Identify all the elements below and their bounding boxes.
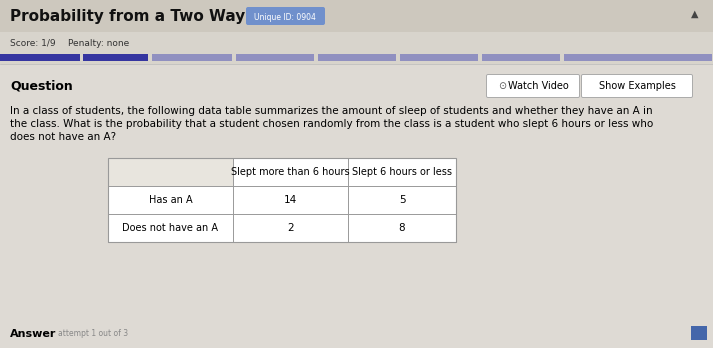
Text: 5: 5	[399, 195, 405, 205]
Text: Answer: Answer	[10, 329, 56, 339]
Text: Has an A: Has an A	[149, 195, 193, 205]
Bar	[0, 52, 713, 64]
Text: ▲: ▲	[691, 9, 699, 19]
Bar	[108, 186, 456, 214]
Text: Unique ID: 0904: Unique ID: 0904	[254, 13, 316, 22]
Text: 14: 14	[284, 195, 297, 205]
Text: does not have an A?: does not have an A?	[10, 132, 116, 142]
Text: Question: Question	[10, 79, 73, 93]
Bar	[236, 54, 314, 61]
Text: Slept more than 6 hours: Slept more than 6 hours	[231, 167, 350, 177]
Bar	[233, 158, 456, 186]
Text: Score: 1/9: Score: 1/9	[10, 39, 56, 47]
Bar	[108, 214, 456, 242]
Text: ⊙: ⊙	[498, 81, 506, 91]
FancyBboxPatch shape	[486, 74, 580, 97]
Bar	[108, 158, 456, 242]
Bar	[108, 158, 456, 242]
Text: Penalty: none: Penalty: none	[68, 39, 129, 47]
Text: Show Examples: Show Examples	[598, 81, 675, 91]
Text: Slept 6 hours or less: Slept 6 hours or less	[352, 167, 452, 177]
Bar	[482, 54, 560, 61]
Text: Does not have an A: Does not have an A	[123, 223, 218, 233]
Bar	[0, 54, 80, 61]
Bar	[400, 54, 478, 61]
Text: 8: 8	[399, 223, 405, 233]
Bar	[0, 32, 713, 54]
Bar	[83, 54, 148, 61]
Text: Watch Video: Watch Video	[508, 81, 568, 91]
Bar	[691, 326, 707, 340]
Bar	[152, 54, 232, 61]
FancyBboxPatch shape	[246, 7, 325, 25]
Bar	[318, 54, 396, 61]
Text: attempt 1 out of 3: attempt 1 out of 3	[58, 330, 128, 339]
Text: In a class of students, the following data table summarizes the amount of sleep : In a class of students, the following da…	[10, 106, 652, 116]
Bar	[564, 54, 712, 61]
Text: 2: 2	[287, 223, 294, 233]
Bar	[0, 0, 713, 32]
FancyBboxPatch shape	[582, 74, 692, 97]
Text: the class. What is the probability that a student chosen randomly from the class: the class. What is the probability that …	[10, 119, 653, 129]
Text: Probability from a Two Way Table: Probability from a Two Way Table	[10, 9, 296, 24]
Bar	[0, 64, 713, 348]
